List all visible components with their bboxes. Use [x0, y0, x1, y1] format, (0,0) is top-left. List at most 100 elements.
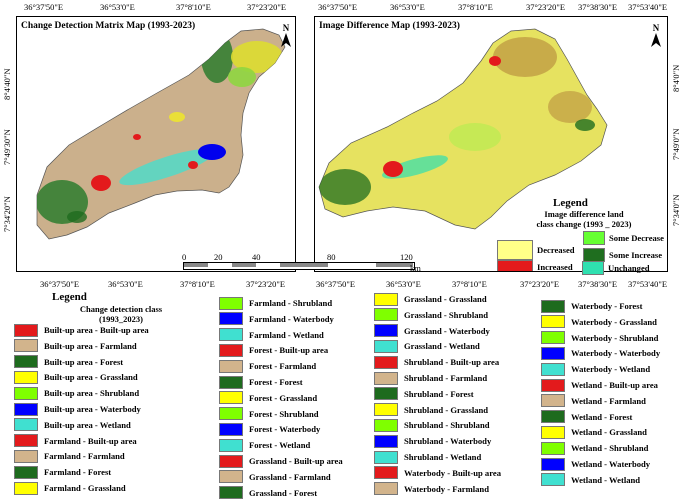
legend-label: Grassland - Forest — [249, 487, 318, 498]
change-legend-item: Shrubland - Built-up area — [374, 355, 499, 369]
change-legend-item: Grassland - Wetland — [374, 339, 480, 353]
legend-swatch — [219, 312, 243, 326]
legend-swatch — [374, 387, 398, 401]
legend-label: Waterbody - Shrubland — [571, 332, 659, 343]
legend-item-some-decrease: Some Decrease — [583, 231, 664, 245]
change-legend-item: Waterbody - Built-up area — [374, 466, 501, 480]
left-coord-label: 7°34'20"N — [2, 196, 12, 232]
legend-label: Wetland - Forest — [571, 411, 633, 422]
legend-swatch — [219, 454, 243, 468]
legend-label: Waterbody - Built-up area — [404, 467, 502, 478]
change-legend-item: Wetland - Forest — [541, 410, 632, 424]
legend-swatch — [219, 375, 243, 389]
change-legend-item: Shrubland - Forest — [374, 387, 474, 401]
change-legend-item: Forest - Grassland — [219, 391, 317, 405]
legend-swatch — [583, 248, 605, 262]
legend-label: Forest - Farmland — [249, 361, 317, 372]
difference-legend-subtitle: Image difference land class change (1993… — [536, 209, 632, 229]
legend-swatch — [219, 391, 243, 405]
change-legend-item: Farmland - Shrubland — [219, 296, 332, 310]
legend-label: Forest - Grassland — [249, 392, 318, 403]
legend-label: Farmland - Shrubland — [249, 298, 333, 308]
legend-label: Waterbody - Farmland — [404, 483, 489, 494]
legend-swatch — [583, 231, 605, 245]
legend-label: Increased — [537, 262, 573, 272]
legend-item-decreased: Decreased — [497, 240, 575, 260]
bottom-coord-label: 37°8'10"E — [180, 279, 215, 289]
change-legend-title: Legend — [52, 291, 87, 303]
top-coord-label: 37°53'40"E — [628, 2, 668, 12]
legend-swatch — [14, 370, 38, 384]
legend-label: Grassland - Built-up area — [249, 456, 343, 466]
bottom-coord-label: 37°38'30"E — [578, 279, 618, 289]
legend-swatch — [219, 359, 243, 373]
legend-label: Grassland - Farmland — [249, 471, 331, 482]
change-legend-item: Shrubland - Waterbody — [374, 434, 491, 448]
change-legend-item: Grassland - Grassland — [374, 292, 487, 306]
legend-label: Built-up area - Farmland — [44, 340, 137, 351]
change-legend-item: Farmland - Wetland — [219, 328, 324, 342]
legend-label: Forest - Shrubland — [249, 408, 319, 419]
bottom-coord-label: 37°23'20"E — [520, 279, 560, 289]
legend-label: Farmland - Built-up area — [44, 435, 137, 446]
right-coord-label: 7°34'0"N — [671, 194, 681, 226]
change-legend-item: Forest - Farmland — [219, 359, 316, 373]
bottom-coord-label: 36°53'0"E — [108, 279, 143, 289]
change-legend-item: Built-up area - Grassland — [14, 370, 138, 384]
scale-tick-label: 0 — [182, 252, 187, 262]
legend-label: Unchanged — [608, 263, 650, 273]
change-legend-item: Waterbody - Waterbody — [541, 346, 660, 360]
legend-label: Farmland - Grassland — [44, 483, 126, 493]
change-legend-item: Wetland - Farmland — [541, 394, 646, 408]
legend-label: Wetland - Grassland — [571, 427, 647, 438]
scale-tick-label: 80 — [327, 252, 336, 262]
change-legend-item: Forest - Forest — [219, 375, 303, 389]
legend-label: Built-up area - Waterbody — [44, 404, 141, 414]
legend-swatch — [541, 410, 565, 424]
legend-swatch — [219, 486, 243, 500]
legend-swatch — [374, 371, 398, 385]
legend-swatch — [374, 450, 398, 464]
legend-label: Built-up area - Forest — [44, 356, 124, 367]
legend-swatch — [219, 296, 243, 310]
change-legend-item: Forest - Built-up area — [219, 343, 328, 357]
legend-swatch — [14, 355, 38, 369]
change-legend-item: Shrubland - Wetland — [374, 450, 481, 464]
legend-swatch — [219, 438, 243, 452]
change-legend-item: Forest - Wetland — [219, 438, 310, 452]
legend-label: Forest - Built-up area — [249, 345, 329, 356]
legend-swatch — [374, 292, 398, 306]
change-legend-item: Grassland - Built-up area — [219, 454, 343, 468]
change-legend-item: Grassland - Waterbody — [374, 324, 490, 338]
change-legend-item: Built-up area - Built-up area — [14, 323, 149, 337]
legend-swatch — [582, 261, 604, 275]
change-legend-item: Built-up area - Forest — [14, 355, 123, 369]
image-difference-map — [318, 28, 608, 230]
legend-label: Farmland - Waterbody — [249, 313, 334, 324]
top-coord-label: 36°53'0"E — [100, 2, 135, 12]
legend-label: Shrubland - Wetland — [404, 452, 482, 462]
legend-label: Wetland - Wetland — [571, 474, 641, 485]
change-legend-item: Built-up area - Farmland — [14, 339, 137, 353]
top-coord-label: 37°8'10"E — [458, 2, 493, 12]
bottom-coord-label: 36°37'50"E — [316, 279, 356, 289]
legend-swatch — [541, 346, 565, 360]
legend-label: Grassland - Shrubland — [404, 309, 489, 320]
legend-item-unchanged: Unchanged — [582, 261, 650, 275]
legend-label: Built-up area - Built-up area — [44, 325, 149, 335]
legend-label: Shrubland - Waterbody — [404, 436, 492, 447]
legend-swatch — [541, 331, 565, 345]
north-arrow: N — [279, 23, 293, 49]
legend-label: Wetland - Waterbody — [571, 459, 651, 469]
change-legend-item: Forest - Waterbody — [219, 422, 320, 436]
legend-label: Shrubland - Built-up area — [404, 357, 500, 368]
legend-swatch — [374, 482, 398, 496]
change-legend-item: Built-up area - Waterbody — [14, 402, 141, 416]
legend-swatch — [374, 434, 398, 448]
legend-swatch — [541, 425, 565, 439]
change-legend-item: Waterbody - Wetland — [541, 362, 650, 376]
change-legend-item: Farmland - Built-up area — [14, 434, 137, 448]
right-coord-label: 8°4'0"N — [671, 64, 681, 92]
legend-label: Built-up area - Wetland — [44, 419, 131, 430]
legend-label: Built-up area - Shrubland — [44, 388, 140, 399]
